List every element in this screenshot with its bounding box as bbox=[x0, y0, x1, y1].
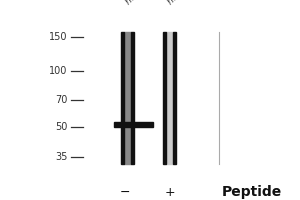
Text: +: + bbox=[164, 186, 175, 198]
FancyBboxPatch shape bbox=[131, 32, 134, 164]
Text: 100: 100 bbox=[49, 66, 68, 76]
FancyBboxPatch shape bbox=[121, 32, 124, 164]
Text: −: − bbox=[119, 186, 130, 198]
FancyBboxPatch shape bbox=[173, 32, 176, 164]
Text: 70: 70 bbox=[55, 95, 68, 105]
Text: Peptide: Peptide bbox=[222, 185, 282, 199]
Text: human testis: human testis bbox=[167, 0, 214, 6]
FancyBboxPatch shape bbox=[166, 32, 173, 164]
FancyBboxPatch shape bbox=[124, 32, 131, 164]
FancyBboxPatch shape bbox=[114, 122, 153, 127]
Text: human testis: human testis bbox=[124, 0, 172, 6]
FancyBboxPatch shape bbox=[163, 32, 166, 164]
Text: 35: 35 bbox=[55, 152, 68, 162]
Text: 150: 150 bbox=[49, 32, 68, 42]
Text: 50: 50 bbox=[55, 122, 68, 132]
